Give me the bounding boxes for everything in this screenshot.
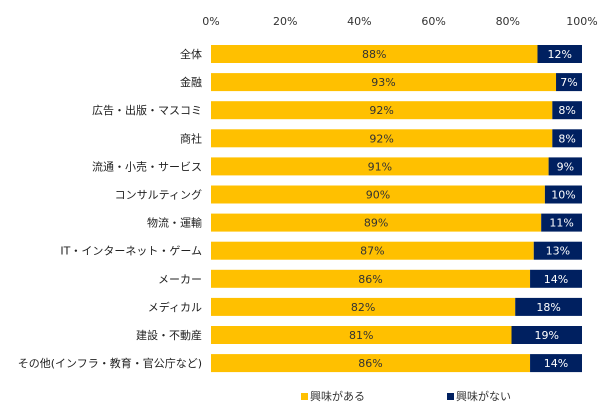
bar-interested [211,73,557,92]
data-label: 92% [369,104,393,117]
data-label: 13% [546,245,570,258]
data-label: 18% [536,301,560,314]
legend-swatch [301,393,308,400]
bar-interested [211,185,545,204]
category-label: メーカー [158,273,202,286]
bar-interested [211,269,531,288]
category-label: 金融 [180,75,202,89]
data-label: 12% [548,48,572,61]
category-label: 広告・出版・マスコミ [92,103,202,117]
category-label: メディカル [148,300,202,314]
data-label: 92% [369,132,393,145]
category-label: 商社 [180,131,202,145]
data-label: 90% [366,189,390,202]
data-label: 11% [549,217,573,230]
bar-interested [211,297,516,316]
bars: 88% 12% 93% 7% 92% 8% 92% 8% 91% 9% 90% 10% 89% 11% 87… [211,45,582,373]
category-label: その他(インフラ・教育・官公庁など) [18,356,202,370]
bar-interested [211,157,549,176]
bar-interested [211,213,542,232]
data-label: 10% [551,189,575,202]
x-tick-label: 80% [496,15,520,28]
x-tick-label: 40% [347,15,371,28]
bar-interested [211,45,538,63]
data-label: 19% [535,329,559,342]
bar-interested [211,129,553,148]
category-label: 建設・不動産 [136,328,202,342]
x-tick-label: 60% [421,15,445,28]
data-label: 14% [544,357,568,370]
bar-not-interested [548,157,582,176]
bar-not-interested [530,269,582,288]
data-label: 14% [544,273,568,286]
category-label: IT・インターネット・ゲーム [60,245,202,258]
bar-not-interested [541,213,582,232]
bar-not-interested [515,297,582,316]
bar-not-interested [537,45,582,63]
legend: 興味がある 興味がない [301,389,511,403]
data-label: 86% [358,273,382,286]
x-axis-ticks: 0% 20% 40% 60% 80% 100% [202,15,597,28]
bar-not-interested [511,326,582,344]
category-label: コンサルティング [115,188,202,202]
bar-interested [211,241,534,260]
data-label: 89% [364,217,388,230]
legend-label: 興味がない [456,389,511,403]
data-label: 91% [368,160,392,173]
bar-interested [211,101,553,120]
bar-not-interested [552,101,582,120]
data-label: 7% [560,76,577,89]
category-label: 物流・運輸 [147,216,202,230]
bar-interested [211,354,531,373]
data-label: 93% [371,76,395,89]
data-label: 8% [558,104,575,117]
bar-not-interested [530,354,582,373]
data-label: 9% [557,160,574,173]
data-label: 82% [351,301,375,314]
category-label: 流通・小売・サービス [92,159,202,173]
data-label: 81% [349,329,373,342]
data-label: 88% [362,48,386,61]
x-tick-label: 100% [566,15,597,28]
legend-label: 興味がある [310,389,365,403]
x-tick-label: 20% [273,15,297,28]
bar-not-interested [552,129,582,148]
bar-not-interested [544,185,582,204]
x-tick-label: 0% [202,15,219,28]
data-label: 8% [558,132,575,145]
bar-interested [211,326,512,344]
data-label: 87% [360,245,384,258]
data-label: 86% [358,357,382,370]
bar-not-interested [533,241,582,260]
category-label: 全体 [180,47,202,61]
legend-swatch [447,393,454,400]
bar-not-interested [556,73,582,92]
